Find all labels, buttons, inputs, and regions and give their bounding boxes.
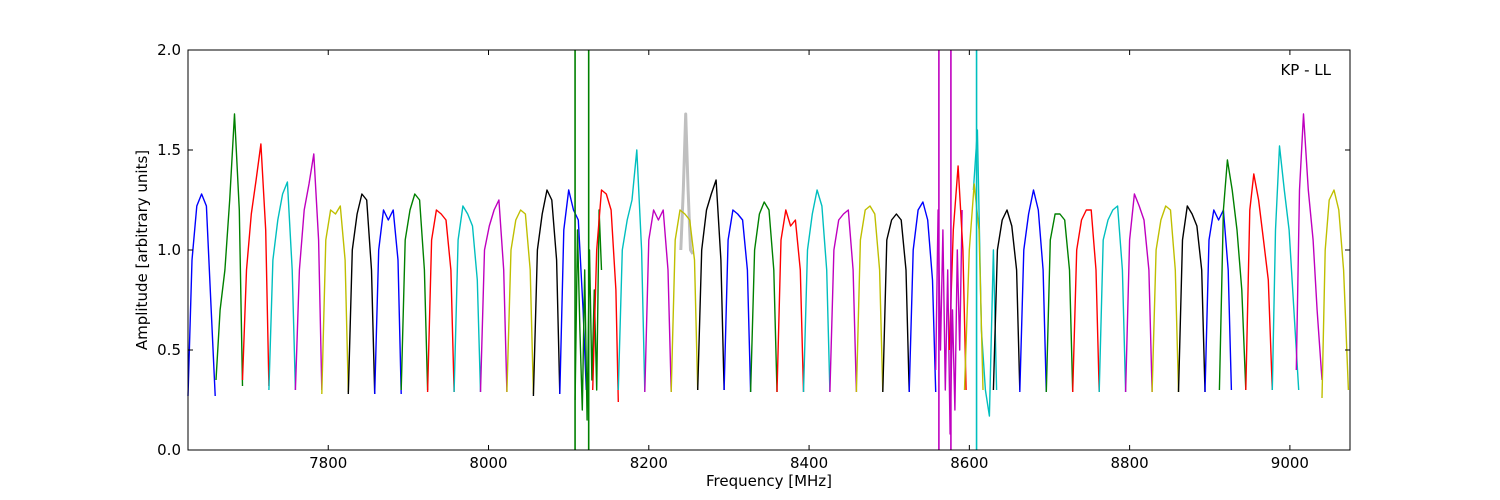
x-tick-label: 8200 <box>630 454 668 472</box>
series-line-42 <box>1218 159 1247 391</box>
series-line-28 <box>908 201 937 393</box>
series-line-1 <box>215 113 244 387</box>
y-tick-label: 2.0 <box>157 41 181 59</box>
y-tick-label: 1.5 <box>157 141 181 159</box>
series-line-45 <box>1295 113 1323 381</box>
series-line-26 <box>855 205 884 393</box>
series-line-6 <box>347 193 376 395</box>
series-line-2 <box>241 143 270 387</box>
series-line-4 <box>294 153 323 391</box>
series-line-11 <box>479 199 508 393</box>
series-line-20 <box>697 179 725 391</box>
series-line-38 <box>1124 193 1153 393</box>
series-line-10 <box>453 205 482 393</box>
series-line-46 <box>1321 189 1350 399</box>
plot-frame <box>187 49 1351 451</box>
series-line-44 <box>1271 145 1300 391</box>
series-line-39 <box>1151 205 1180 393</box>
series-line-0 <box>187 193 216 397</box>
series-line-9 <box>426 209 455 393</box>
series-line-32 <box>963 183 984 391</box>
plot-background <box>188 50 1350 450</box>
series-line-36 <box>1072 209 1100 393</box>
series-line-18 <box>644 209 672 393</box>
series-line-43 <box>1245 173 1273 391</box>
series-line-17 <box>617 149 646 393</box>
series-line-35 <box>1045 213 1074 393</box>
x-tick-label: 7800 <box>309 454 347 472</box>
x-tick-label: 8400 <box>790 454 828 472</box>
series-line-5 <box>321 205 349 395</box>
series-line-13 <box>532 189 561 397</box>
series-line-8 <box>400 193 429 391</box>
series-line-30 <box>948 165 967 391</box>
series-line-22 <box>749 201 778 393</box>
tick-layer: 7800 8000 8200 8400 8600 8800 9000 0.0 0.5 1.0 1.5… <box>157 41 1350 472</box>
series-line-31 <box>972 129 998 417</box>
series-line-25 <box>829 209 858 393</box>
series-line-40 <box>1177 205 1206 393</box>
x-tick-label: 8800 <box>1111 454 1149 472</box>
series-line-37 <box>1098 205 1127 393</box>
series-line-19 <box>670 209 699 393</box>
series-line-16 <box>592 189 619 403</box>
y-tick-label: 0.5 <box>157 341 181 359</box>
x-tick-label: 8600 <box>950 454 988 472</box>
series-line-33 <box>992 209 1021 391</box>
y-axis-title: Amplitude [arbitrary units] <box>133 150 151 350</box>
y-tick-label: 1.0 <box>157 241 181 259</box>
series-layer <box>187 50 1350 450</box>
series-line-21 <box>723 209 752 393</box>
series-line-7 <box>374 209 402 395</box>
y-tick-label: 0.0 <box>157 441 181 459</box>
x-tick-label: 8000 <box>469 454 507 472</box>
chart-annotation: KP - LL <box>1280 61 1331 79</box>
series-line-24 <box>802 189 831 393</box>
series-line-12 <box>506 209 535 395</box>
series-line-29 <box>935 209 963 435</box>
x-axis-title: Frequency [MHz] <box>706 472 832 490</box>
flagged-series-line <box>679 112 695 255</box>
series-line-3 <box>268 181 297 391</box>
series-line-27 <box>882 213 910 393</box>
series-line-23 <box>776 209 805 393</box>
x-tick-label: 9000 <box>1271 454 1309 472</box>
series-line-34 <box>1019 189 1047 393</box>
series-line-14 <box>559 189 587 395</box>
series-line-41 <box>1204 209 1233 393</box>
